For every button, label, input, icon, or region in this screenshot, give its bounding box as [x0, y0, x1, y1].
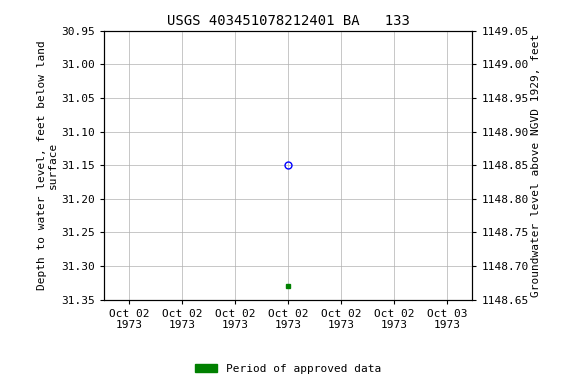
Y-axis label: Depth to water level, feet below land
surface: Depth to water level, feet below land su…	[36, 40, 58, 290]
Legend: Period of approved data: Period of approved data	[191, 359, 385, 379]
Title: USGS 403451078212401 BA   133: USGS 403451078212401 BA 133	[166, 14, 410, 28]
Y-axis label: Groundwater level above NGVD 1929, feet: Groundwater level above NGVD 1929, feet	[532, 33, 541, 297]
